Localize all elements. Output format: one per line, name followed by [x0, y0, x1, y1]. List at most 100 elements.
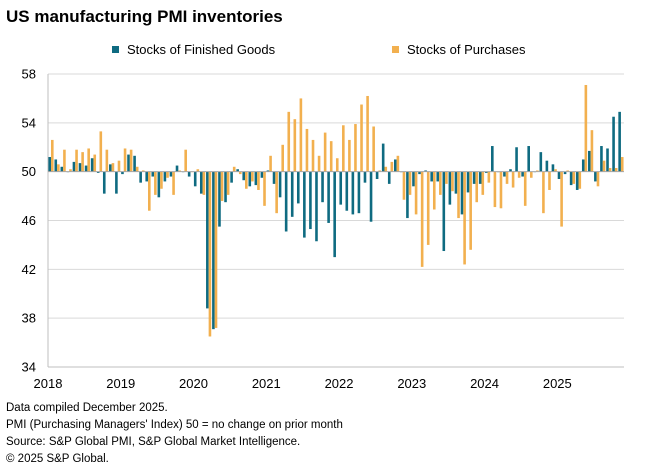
bar-purchases [226, 171, 230, 195]
bar-purchases [269, 155, 272, 172]
bar-finished-goods [569, 171, 573, 186]
bar-purchases [432, 171, 436, 210]
bar-finished-goods [357, 171, 361, 214]
bar-purchases [499, 171, 503, 209]
bar-purchases [348, 139, 351, 172]
bar-finished-goods [436, 171, 440, 182]
bar-finished-goods [545, 160, 549, 172]
bar-finished-goods [60, 166, 64, 172]
bar-purchases [542, 171, 545, 214]
bar-finished-goods [515, 147, 518, 172]
bar-purchases [572, 171, 576, 184]
bar-purchases [323, 132, 327, 172]
bar-purchases [451, 171, 454, 192]
y-tick-label: 34 [22, 360, 36, 375]
legend-label-purchases: Stocks of Purchases [407, 42, 526, 57]
bar-purchases [154, 171, 157, 195]
bar-finished-goods [369, 171, 373, 222]
bar-purchases [117, 160, 121, 172]
bar-purchases [457, 171, 460, 219]
bar-finished-goods [163, 171, 167, 182]
bar-purchases [469, 171, 472, 250]
bar-purchases [220, 171, 224, 201]
legend-swatch-finished-goods [112, 46, 119, 53]
bar-purchases [439, 171, 442, 195]
bar-finished-goods [527, 146, 530, 172]
bar-finished-goods [102, 171, 106, 194]
bar-finished-goods [121, 171, 124, 175]
bar-finished-goods [309, 171, 312, 230]
bar-purchases [287, 111, 291, 172]
bar-finished-goods [363, 171, 367, 183]
x-tick-label: 2025 [543, 376, 572, 391]
bar-purchases [63, 149, 66, 172]
bar-finished-goods [303, 171, 306, 238]
x-tick-label: 2019 [106, 376, 135, 391]
footer-copyright: © 2025 S&P Global. [6, 453, 109, 465]
bar-purchases [81, 152, 84, 172]
bar-purchases [620, 157, 624, 172]
bar-purchases [584, 84, 588, 172]
chart-title: US manufacturing PMI inventories [6, 7, 283, 26]
bar-finished-goods [412, 171, 415, 187]
bar-purchases [93, 154, 97, 172]
bar-finished-goods [430, 171, 433, 182]
bar-finished-goods [296, 171, 300, 204]
bar-purchases [384, 166, 388, 172]
bar-purchases [196, 169, 200, 172]
bar-purchases [99, 131, 103, 172]
bar-purchases [281, 144, 284, 172]
bar-purchases [523, 171, 527, 206]
legend-label-finished-goods: Stocks of Finished Goods [127, 42, 276, 57]
bar-purchases [590, 130, 594, 172]
legend-item-purchases: Stocks of Purchases [392, 42, 526, 57]
bar-purchases [426, 171, 430, 245]
bar-finished-goods [48, 157, 51, 172]
bar-finished-goods [345, 171, 349, 211]
bar-purchases [445, 171, 448, 184]
bar-finished-goods [478, 171, 482, 184]
footer-note-pmi: PMI (Purchasing Managers' Index) 50 = no… [6, 419, 343, 431]
bar-finished-goods [491, 146, 494, 172]
bar-purchases [548, 171, 551, 190]
bar-finished-goods [199, 171, 203, 194]
bar-finished-goods [551, 164, 555, 172]
bar-finished-goods [248, 171, 252, 187]
bar-purchases [596, 171, 600, 187]
bar-finished-goods [442, 171, 446, 252]
bar-finished-goods [381, 143, 385, 172]
bar-purchases [378, 170, 382, 172]
bar-finished-goods [394, 159, 397, 172]
bar-purchases [536, 170, 539, 172]
bar-finished-goods [387, 171, 391, 184]
bar-purchases [184, 149, 187, 172]
bar-purchases [172, 171, 175, 195]
bar-purchases [51, 139, 54, 172]
bar-purchases [463, 171, 466, 265]
bar-finished-goods [54, 159, 58, 172]
bar-finished-goods [187, 171, 191, 177]
bar-finished-goods [84, 165, 88, 172]
bar-finished-goods [588, 150, 591, 172]
x-tick-label: 2023 [397, 376, 426, 391]
bar-finished-goods [321, 171, 324, 203]
bar-purchases [263, 171, 266, 206]
bar-finished-goods [472, 171, 476, 184]
bar-purchases [354, 124, 357, 172]
bar-purchases [614, 168, 618, 172]
chart-plot: 34 38 42 46 50 54 58 2018 2019 2020 2021 2022 2023 20… [22, 67, 624, 391]
bar-purchases [487, 171, 491, 183]
bar-finished-goods [484, 171, 488, 173]
y-tick-label: 58 [22, 67, 36, 82]
bar-finished-goods [509, 169, 512, 172]
x-tick-label: 2021 [252, 376, 281, 391]
footer-note-source: Source: S&P Global PMI, S&P Global Marke… [6, 436, 301, 448]
bar-finished-goods [145, 171, 149, 182]
bar-finished-goods [460, 171, 464, 215]
bar-purchases [566, 170, 569, 172]
bar-purchases [148, 171, 151, 211]
bar-purchases [505, 171, 509, 184]
bar-finished-goods [242, 171, 246, 181]
bar-purchases [366, 95, 369, 172]
bar-purchases [57, 164, 60, 172]
